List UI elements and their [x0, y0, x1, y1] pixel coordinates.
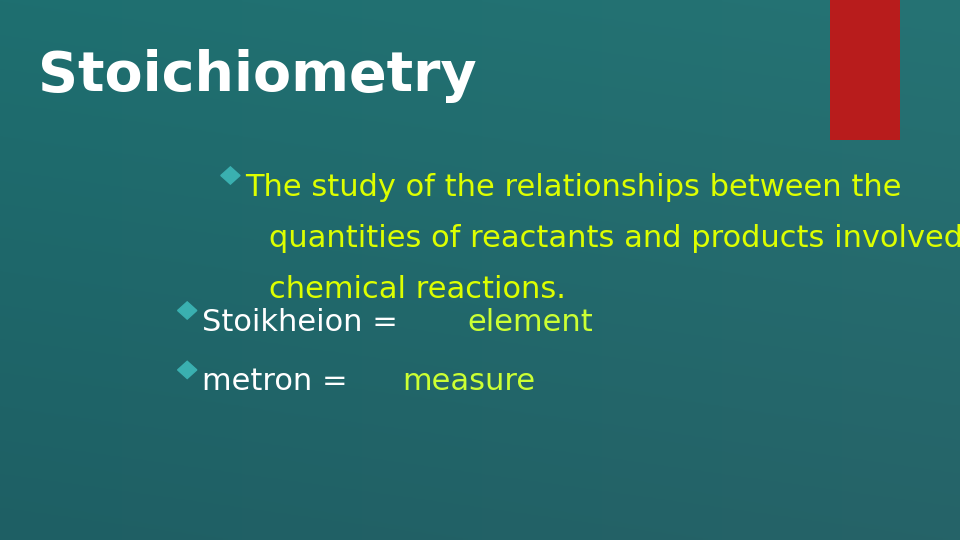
Text: quantities of reactants and products involved in: quantities of reactants and products inv… [269, 224, 960, 253]
Bar [830, 0, 900, 140]
Text: chemical reactions.: chemical reactions. [269, 275, 565, 305]
Text: metron =: metron = [202, 367, 357, 396]
Polygon shape [221, 167, 240, 184]
Text: Stoikheion =: Stoikheion = [202, 308, 407, 337]
Polygon shape [178, 361, 197, 379]
Text: Stoichiometry: Stoichiometry [38, 49, 477, 103]
Polygon shape [178, 302, 197, 319]
Text: The study of the relationships between the: The study of the relationships between t… [245, 173, 901, 202]
Text: measure: measure [402, 367, 536, 396]
Text: element: element [467, 308, 592, 337]
